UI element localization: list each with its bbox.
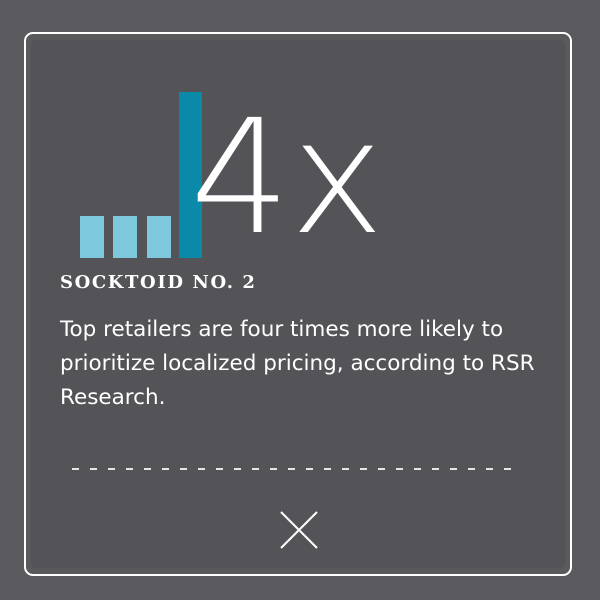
- close-icon: [280, 511, 318, 549]
- card-frame: [24, 32, 572, 576]
- dashed-divider: [72, 468, 522, 470]
- stat-bar-4: [179, 92, 202, 258]
- card-heading: SOCKTOID NO. 2: [60, 272, 257, 293]
- stat-value: 4x: [190, 86, 384, 270]
- socktoid-card: [31, 40, 565, 568]
- stat-bar-1: [80, 216, 104, 258]
- stat-graphic: 4x: [80, 86, 384, 270]
- stat-bar-2: [113, 216, 137, 258]
- stat-bar-3: [147, 216, 171, 258]
- close-button[interactable]: [278, 509, 320, 551]
- card-body-text: Top retailers are four times more likely…: [60, 317, 535, 410]
